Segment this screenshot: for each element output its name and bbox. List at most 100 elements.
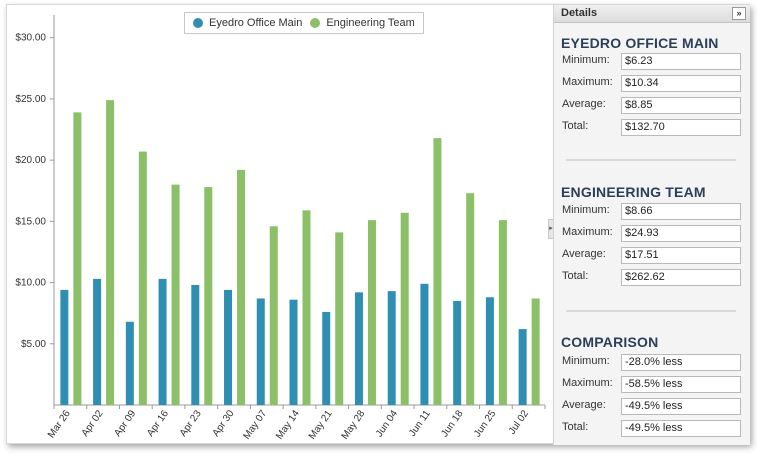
- stat-label: Maximum:: [562, 76, 613, 88]
- y-tick-label: $25.00: [15, 94, 46, 105]
- stat-value-field[interactable]: -49.5% less: [621, 398, 741, 415]
- stat-label: Minimum:: [562, 54, 610, 66]
- section-office-main: EYEDRO OFFICE MAIN Minimum: $6.23 Maximu…: [554, 35, 751, 136]
- stat-label: Total:: [562, 120, 589, 132]
- stat-value-field[interactable]: $17.51: [621, 247, 741, 264]
- stat-value-field[interactable]: -49.5% less: [621, 420, 741, 437]
- stat-value-field[interactable]: -58.5% less: [621, 376, 741, 393]
- section-comparison: COMPARISON Minimum: -28.0% less Maximum:…: [554, 334, 751, 437]
- details-panel: Details » EYEDRO OFFICE MAIN Minimum: $6…: [553, 5, 750, 445]
- x-tick-label: Apr 09: [112, 408, 138, 439]
- stat-label: Average:: [562, 98, 606, 110]
- x-tick-label: Mar 26: [46, 408, 73, 440]
- stat-value-field[interactable]: $262.62: [621, 269, 741, 286]
- stat-row-minimum: Minimum: $6.23: [554, 53, 751, 71]
- bar-engineering-team: [171, 184, 180, 405]
- bar-office-main: [158, 278, 167, 405]
- bar-engineering-team: [138, 151, 147, 405]
- bar-engineering-team: [335, 232, 344, 405]
- stat-value-field[interactable]: $132.70: [621, 119, 741, 136]
- stat-row-maximum: Maximum: $10.34: [554, 75, 751, 93]
- legend-dot-office-main: [193, 18, 203, 28]
- stat-value-field[interactable]: $10.34: [621, 75, 741, 92]
- bar-engineering-team: [466, 193, 475, 405]
- x-tick-label: Jun 11: [407, 408, 433, 439]
- bar-office-main: [518, 329, 527, 405]
- stat-row-maximum: Maximum: $24.93: [554, 225, 751, 243]
- bar-office-main: [289, 299, 298, 405]
- stat-label: Minimum:: [562, 355, 610, 367]
- bar-chart: $5.00 $10.00 $15.00 $20.00 $25.00 $30.00 Mar 2…: [7, 5, 551, 445]
- x-tick-label: Apr 30: [211, 408, 237, 439]
- stat-row-minimum: Minimum: $8.66: [554, 203, 751, 221]
- stat-label: Total:: [562, 421, 589, 433]
- x-tick-label: Jul 02: [507, 408, 532, 437]
- x-tick-label: May 07: [241, 408, 269, 442]
- stat-value-field[interactable]: $6.23: [621, 53, 741, 70]
- bar-engineering-team: [433, 138, 442, 406]
- bar-engineering-team: [367, 220, 376, 405]
- stat-row-maximum: Maximum: -58.5% less: [554, 376, 751, 394]
- stat-label: Total:: [562, 270, 589, 282]
- x-tick-label: Jun 04: [374, 408, 400, 439]
- report-window: $5.00 $10.00 $15.00 $20.00 $25.00 $30.00 Mar 2…: [6, 4, 750, 445]
- legend-item-engineering-team[interactable]: Engineering Team: [310, 17, 415, 29]
- chart-svg: $5.00 $10.00 $15.00 $20.00 $25.00 $30.00 Mar 2…: [15, 15, 546, 442]
- x-tick-label: Jun 25: [472, 408, 498, 439]
- bar-engineering-team: [106, 100, 115, 405]
- bar-engineering-team: [237, 169, 246, 405]
- stat-label: Maximum:: [562, 377, 613, 389]
- stat-row-minimum: Minimum: -28.0% less: [554, 354, 751, 372]
- stat-row-total: Total: -49.5% less: [554, 420, 751, 438]
- x-tick-label: Apr 02: [80, 408, 106, 439]
- legend-label-engineering-team: Engineering Team: [326, 17, 415, 29]
- x-tick-label: May 28: [340, 408, 368, 442]
- bar-engineering-team: [204, 187, 213, 405]
- section-title-comparison: COMPARISON: [561, 334, 659, 350]
- collapse-panel-button[interactable]: »: [732, 7, 746, 20]
- bar-engineering-team: [531, 298, 540, 405]
- y-tick-label: $10.00: [15, 278, 46, 289]
- stat-label: Average:: [562, 248, 606, 260]
- stat-row-average: Average: -49.5% less: [554, 398, 751, 416]
- bar-engineering-team: [498, 220, 507, 405]
- stat-label: Maximum:: [562, 226, 613, 238]
- bar-office-main: [256, 298, 265, 405]
- legend-label-office-main: Eyedro Office Main: [209, 17, 303, 29]
- stat-row-total: Total: $132.70: [554, 119, 751, 137]
- stat-value-field[interactable]: $8.66: [621, 203, 741, 220]
- stat-row-average: Average: $8.85: [554, 97, 751, 115]
- y-tick-label: $30.00: [15, 33, 46, 44]
- stat-value-field[interactable]: -28.0% less: [621, 354, 741, 371]
- stat-value-field[interactable]: $24.93: [621, 225, 741, 242]
- bar-office-main: [60, 289, 69, 405]
- bar-office-main: [420, 283, 429, 405]
- x-tick-label: May 21: [307, 408, 335, 442]
- bar-engineering-team: [400, 212, 409, 405]
- section-title-office-main: EYEDRO OFFICE MAIN: [561, 35, 719, 51]
- y-tick-label: $20.00: [15, 155, 46, 166]
- section-divider: [566, 310, 736, 312]
- chart-legend: Eyedro Office Main Engineering Team: [184, 12, 424, 34]
- legend-dot-engineering-team: [310, 18, 321, 28]
- x-tick-label: Apr 16: [145, 408, 171, 439]
- bar-office-main: [453, 300, 462, 405]
- y-tick-label: $5.00: [21, 339, 46, 350]
- x-tick-label: May 14: [274, 408, 302, 442]
- bar-office-main: [485, 297, 494, 405]
- legend-item-office-main[interactable]: Eyedro Office Main: [193, 17, 302, 29]
- stat-row-average: Average: $17.51: [554, 247, 751, 265]
- stat-row-total: Total: $262.62: [554, 269, 751, 287]
- details-panel-header: Details »: [554, 5, 750, 23]
- x-tick-label: Jun 18: [439, 408, 465, 439]
- bar-office-main: [354, 292, 363, 405]
- stat-label: Average:: [562, 399, 606, 411]
- y-tick-label: $15.00: [15, 216, 46, 227]
- bar-office-main: [125, 321, 134, 405]
- x-tick-label: Apr 23: [178, 408, 204, 439]
- bar-engineering-team: [73, 112, 82, 405]
- bar-engineering-team: [269, 226, 278, 405]
- bar-office-main: [387, 291, 396, 405]
- stat-value-field[interactable]: $8.85: [621, 97, 741, 114]
- section-title-engineering-team: ENGINEERING TEAM: [561, 184, 706, 200]
